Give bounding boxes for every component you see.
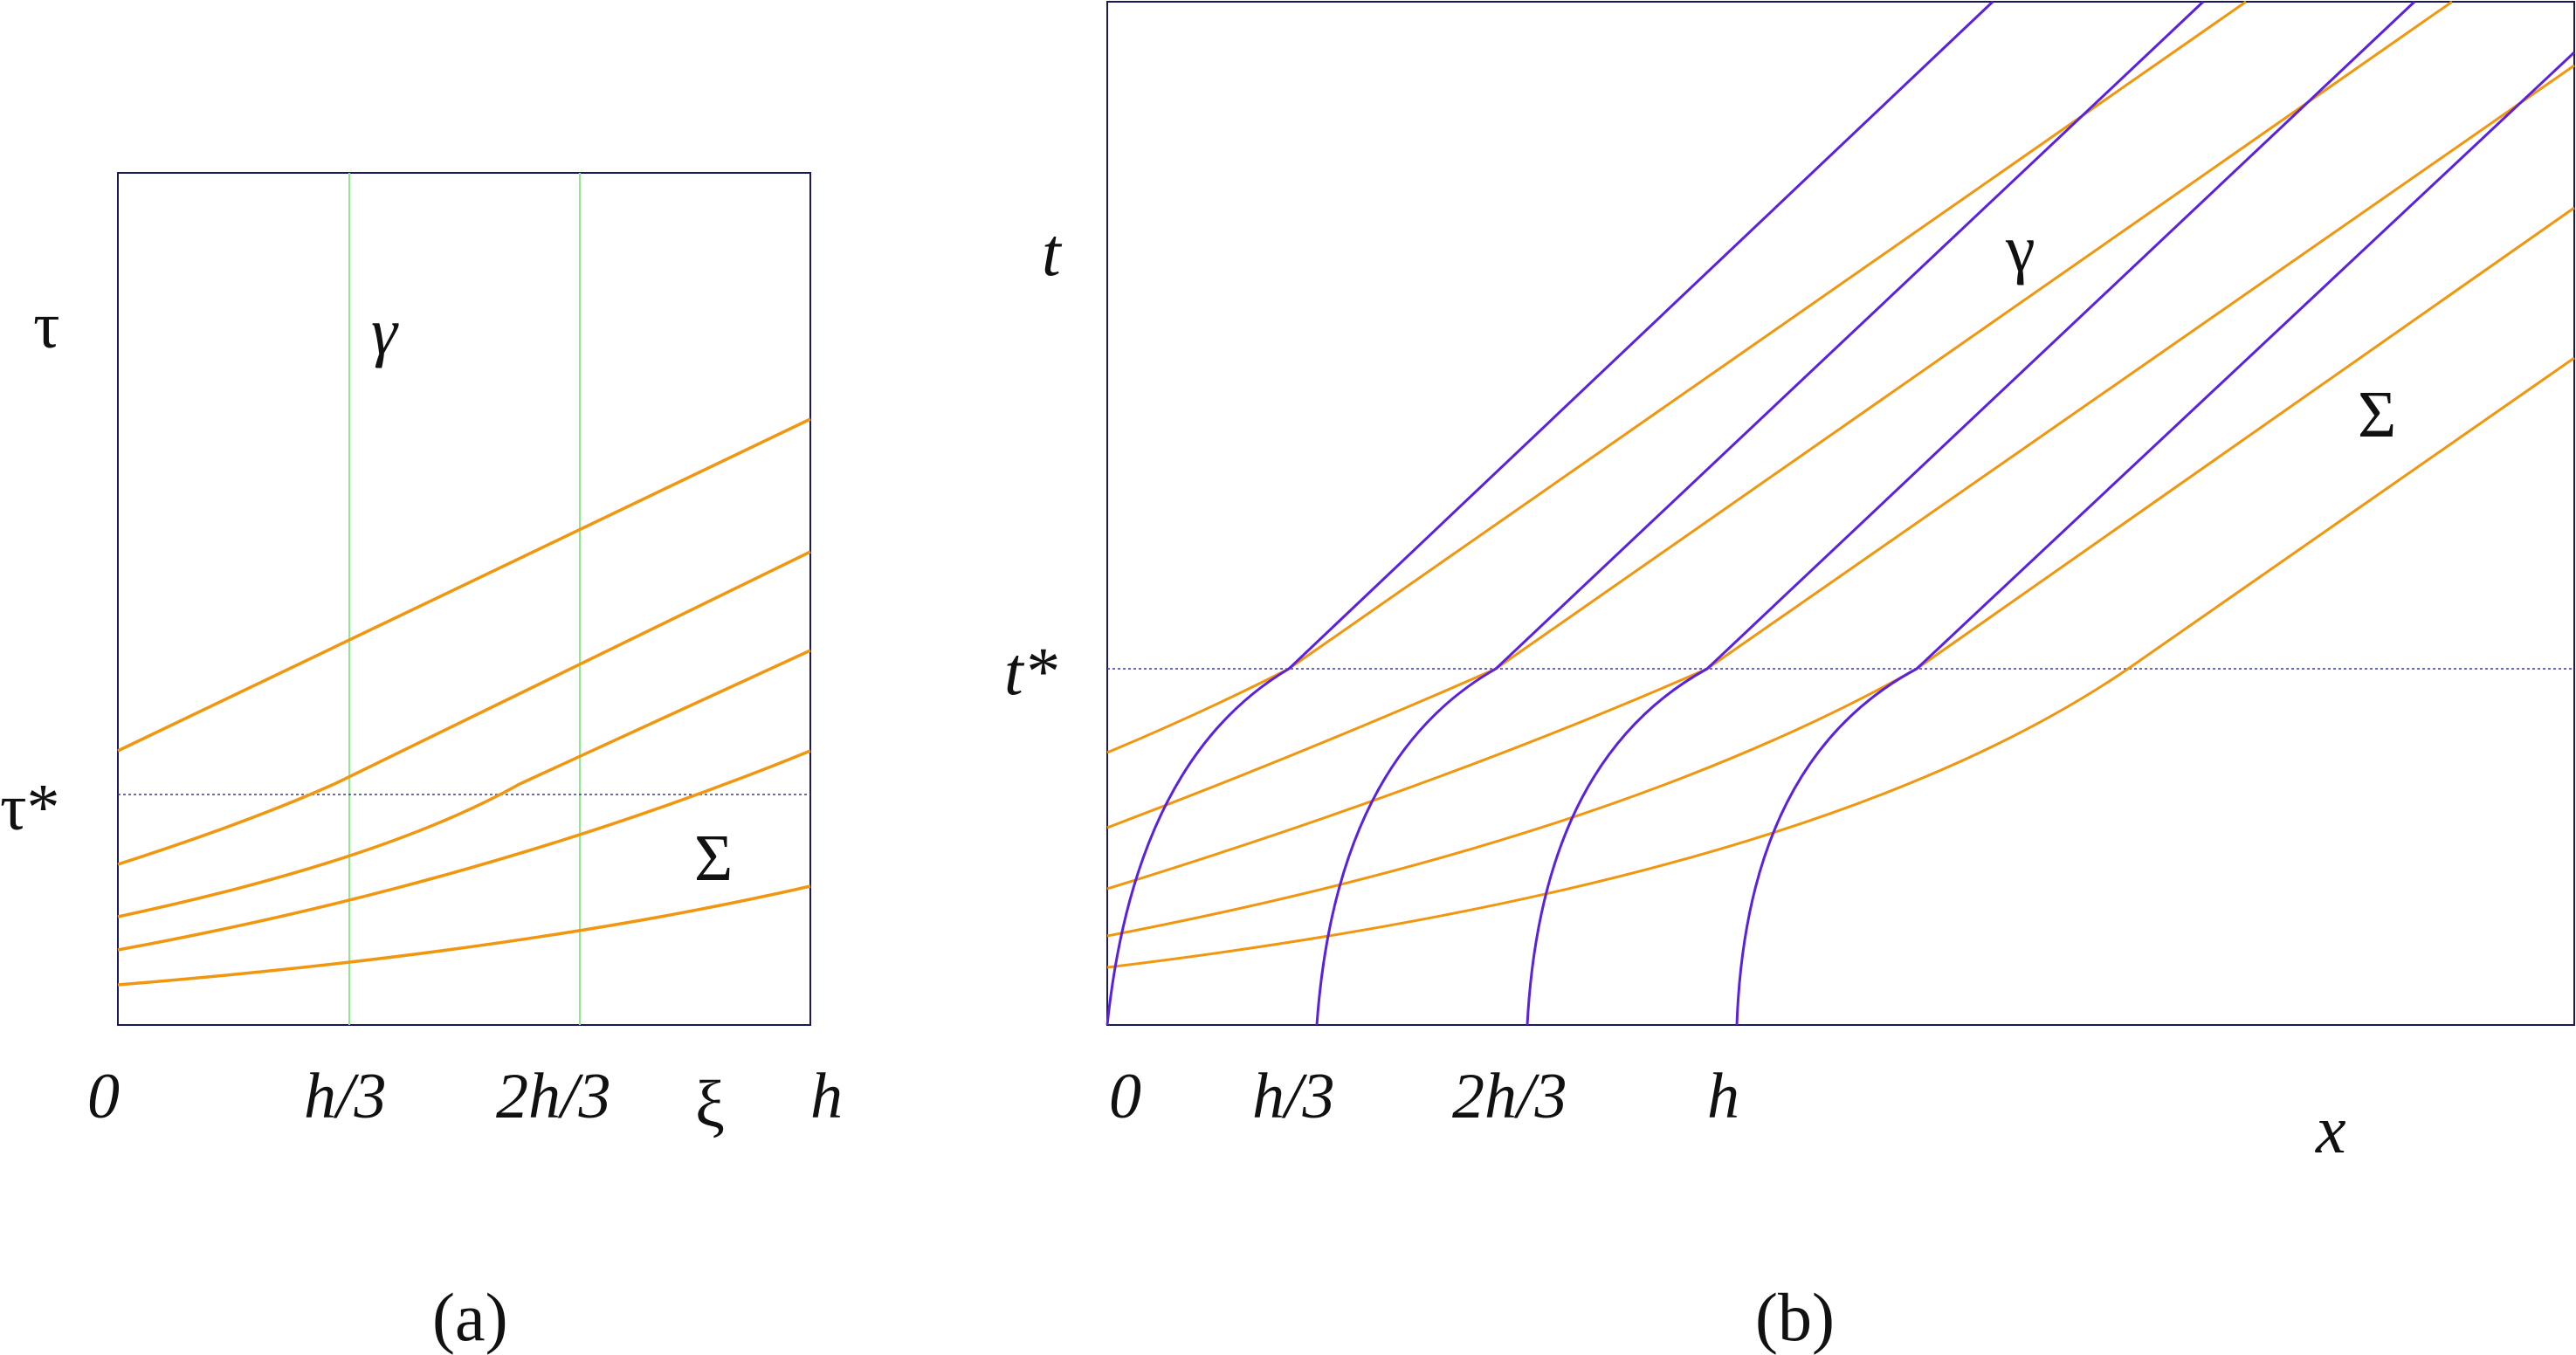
gamma-curve-b-4 xyxy=(1735,51,2576,1026)
panel-a-frame xyxy=(117,172,811,1026)
panel-a-caption: (a) xyxy=(432,1279,508,1355)
sigma-curve-b-3 xyxy=(1106,64,2575,891)
sigma-curve-b-5 xyxy=(1106,356,2575,969)
panel-b-gamma-label: γ xyxy=(2005,212,2035,285)
panel-b-frame xyxy=(1106,1,2575,1026)
panel-a-x-tick-0: 0 xyxy=(87,1061,120,1132)
panel-a-xi-label: ξ xyxy=(695,1068,725,1141)
panel-a-x-tick-h3: h/3 xyxy=(304,1061,387,1132)
sigma-curve-b-1 xyxy=(1106,0,2247,754)
panel-b-x-tick-0: 0 xyxy=(1109,1061,1141,1132)
panel-a-gamma-label: γ xyxy=(371,295,399,368)
sigma-curve-a-4 xyxy=(117,749,811,952)
panel-b: t t* γ Σ 0 h/3 2h/3 h x (b) xyxy=(1004,0,2576,1355)
panel-b-sigma-label: Σ xyxy=(2358,378,2396,451)
panel-b-x-tick-h: h xyxy=(1707,1061,1739,1132)
panel-b-t-label: t xyxy=(1042,214,1063,290)
sigma-curve-a-3 xyxy=(117,649,811,918)
panel-a-x-tick-h: h xyxy=(810,1061,843,1132)
sigma-curve-a-1 xyxy=(117,417,811,753)
sigma-curve-b-4 xyxy=(1106,206,2575,938)
gamma-curve-b-2 xyxy=(1315,0,2205,1026)
panel-a-sigma-label: Σ xyxy=(694,822,733,895)
sigma-curve-a-2 xyxy=(117,550,811,866)
sigma-curve-b-2 xyxy=(1106,0,2453,829)
panel-b-caption: (b) xyxy=(1755,1279,1835,1355)
gamma-curve-b-3 xyxy=(1526,0,2416,1026)
panel-a: τ τ* γ Σ 0 h/3 2h/3 h ξ (a) xyxy=(0,172,843,1355)
sigma-curve-a-5 xyxy=(117,884,811,987)
panel-a-tau-star-label: τ* xyxy=(0,771,60,844)
panel-b-x-tick-2h3: 2h/3 xyxy=(1452,1061,1567,1132)
panel-b-x-label: x xyxy=(2315,1091,2346,1167)
panel-a-x-tick-2h3: 2h/3 xyxy=(496,1061,611,1132)
gamma-curve-b-1 xyxy=(1105,0,1994,1026)
panel-b-t-star-label: t* xyxy=(1004,633,1057,709)
panel-b-x-tick-h3: h/3 xyxy=(1252,1061,1335,1132)
panel-a-tau-label: τ xyxy=(33,289,60,362)
